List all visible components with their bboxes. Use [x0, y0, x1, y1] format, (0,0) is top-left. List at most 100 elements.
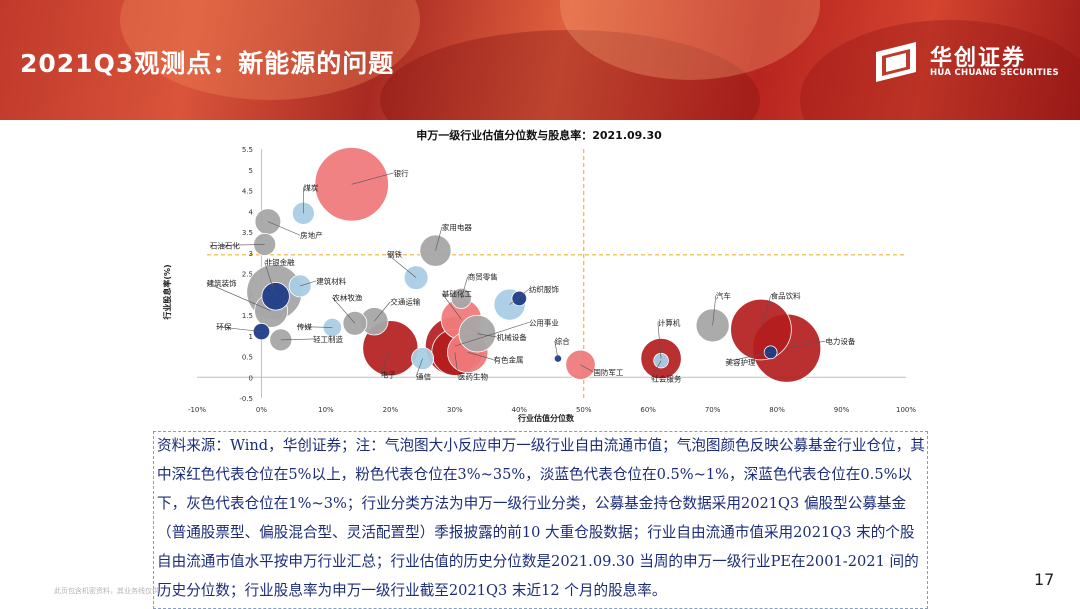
leader-line — [454, 352, 459, 377]
data-label: 纺织服饰 — [529, 284, 559, 294]
y-tick-label: 4.5 — [242, 188, 253, 196]
leader-line — [477, 333, 497, 338]
bubble-layer — [246, 147, 822, 383]
data-label: 医药生物 — [458, 371, 488, 381]
leader-line — [216, 326, 262, 332]
x-tick-label: 50% — [576, 406, 592, 414]
bubble-point — [261, 282, 290, 311]
y-tick-label: -0.5 — [239, 395, 253, 403]
data-label: 食品饮料 — [771, 290, 801, 300]
y-axis-label: 行业股息率(%) — [162, 264, 172, 320]
data-label: 传媒 — [297, 322, 312, 332]
leader-line — [280, 338, 314, 341]
data-label: 有色金属 — [493, 355, 523, 365]
x-tick-label: 70% — [705, 406, 721, 414]
data-label: 交通运输 — [390, 297, 420, 307]
data-label: 农林牧渔 — [332, 292, 362, 302]
data-label: 家用电器 — [442, 222, 472, 232]
data-label: 电力设备 — [825, 336, 855, 346]
x-tick-label: 40% — [511, 406, 527, 414]
leader-line — [206, 282, 272, 312]
data-label: 计算机 — [658, 317, 681, 327]
x-tick-label: 60% — [640, 406, 656, 414]
x-tick-label: 0% — [256, 406, 267, 414]
x-tick-label: -10% — [188, 406, 206, 414]
y-tick-label: 4 — [249, 208, 254, 216]
leader-line — [467, 352, 494, 361]
bubble-point — [254, 208, 282, 235]
x-tick-label: 80% — [769, 406, 785, 414]
data-label: 综合 — [555, 336, 570, 346]
bubble-point — [511, 290, 528, 307]
page-title: 2021Q3观测点：新能源的问题 — [20, 49, 395, 78]
leader-line — [209, 244, 265, 246]
leader-line — [509, 288, 530, 305]
logo-subtitle: HUA CHUANG SECURITIES — [930, 68, 1059, 78]
x-axis-label: 行业估值分位数 — [517, 413, 575, 423]
logo-mark-icon — [876, 42, 916, 82]
y-tick-label: 5.5 — [242, 146, 253, 154]
leader-line — [380, 348, 391, 375]
leader-line — [300, 280, 317, 287]
data-label: 机械设备 — [497, 332, 527, 342]
y-tick-label: 0 — [249, 374, 253, 382]
data-label: 煤炭 — [303, 183, 318, 193]
data-label: 环保 — [216, 323, 231, 332]
y-tick-label: 1 — [249, 333, 253, 341]
chart-title: 申万一级行业估值分位数与股息率：2021.09.30 — [416, 128, 662, 142]
leader-line — [460, 276, 468, 299]
leader-line — [441, 293, 462, 320]
leader-line — [296, 326, 333, 328]
x-tick-label: 30% — [447, 406, 463, 414]
x-tick-label: 90% — [834, 406, 850, 414]
data-label: 建筑材料 — [316, 276, 346, 286]
data-label: 建筑装饰 — [207, 278, 237, 288]
data-label: 轻工制造 — [313, 334, 343, 344]
x-tick-label: 100% — [896, 406, 916, 414]
leader-line — [725, 352, 771, 363]
y-tick-label: 0.5 — [242, 354, 253, 362]
data-label: 电子 — [381, 369, 396, 379]
leader-line — [267, 221, 301, 236]
leader-line — [554, 340, 559, 359]
leader-line — [264, 262, 275, 293]
x-tick-label: 10% — [318, 406, 334, 414]
data-label: 社会服务 — [651, 373, 681, 383]
y-tick-label: 3.5 — [242, 229, 253, 237]
leader-line — [374, 301, 391, 322]
data-label: 国防军工 — [593, 367, 623, 377]
data-label: 美容护理 — [726, 357, 756, 367]
data-label: 基础化工 — [442, 288, 472, 298]
source-note-text: 资料来源：Wind，华创证券；注：气泡图大小反应申万一级行业自由流通市值；气泡图… — [157, 437, 925, 599]
leader-line — [332, 297, 356, 324]
x-tick-label: 20% — [383, 406, 399, 414]
bubble-point — [269, 328, 293, 352]
data-label: 石油石化 — [210, 241, 240, 251]
data-label: 非银金融 — [265, 257, 295, 267]
bubble-point — [565, 349, 596, 380]
data-label: 公用事业 — [529, 317, 559, 327]
data-label: 汽车 — [716, 290, 731, 300]
leader-line — [386, 253, 417, 278]
bubble-point — [553, 354, 563, 363]
y-tick-label: 3 — [249, 250, 253, 258]
leader-line — [580, 364, 594, 373]
y-tick-label: 1.5 — [242, 312, 253, 320]
data-label: 钢铁 — [387, 249, 402, 259]
leader-line — [651, 360, 662, 379]
footer-disclaimer: 此页包含机密资料，其业务线仅供 — [54, 587, 159, 595]
leader-line — [657, 322, 662, 359]
data-label: 商贸零售 — [468, 272, 498, 282]
leader-line — [435, 226, 443, 251]
data-label: 房地产 — [300, 230, 323, 240]
data-label: 银行 — [394, 168, 409, 178]
leader-line — [454, 322, 530, 347]
y-tick-label: 5 — [249, 167, 253, 175]
page-number: 17 — [1034, 570, 1055, 589]
bubble-point — [653, 352, 669, 369]
bubble-chart: 申万一级行业估值分位数与股息率：2021.09.30 行业股息率(%) 行业估值… — [162, 128, 916, 423]
y-tick-label: 2.5 — [242, 271, 253, 279]
leader-line — [712, 295, 717, 326]
bubble-point — [252, 322, 271, 341]
